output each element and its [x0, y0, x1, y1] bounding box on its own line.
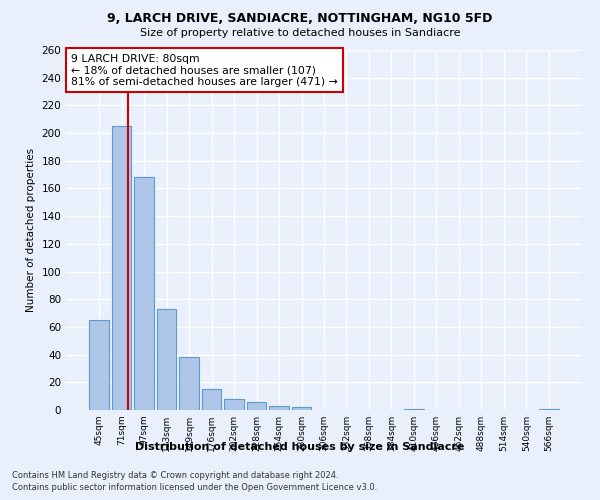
- Bar: [404, 408, 424, 410]
- Bar: [179, 358, 199, 410]
- Bar: [292, 407, 311, 410]
- Text: Contains public sector information licensed under the Open Government Licence v3: Contains public sector information licen…: [12, 484, 377, 492]
- Bar: [202, 389, 221, 410]
- Bar: [157, 309, 176, 410]
- Text: 9, LARCH DRIVE, SANDIACRE, NOTTINGHAM, NG10 5FD: 9, LARCH DRIVE, SANDIACRE, NOTTINGHAM, N…: [107, 12, 493, 26]
- Bar: [224, 399, 244, 410]
- Bar: [247, 402, 266, 410]
- Bar: [269, 406, 289, 410]
- Bar: [112, 126, 131, 410]
- Y-axis label: Number of detached properties: Number of detached properties: [26, 148, 36, 312]
- Bar: [89, 320, 109, 410]
- Text: Contains HM Land Registry data © Crown copyright and database right 2024.: Contains HM Land Registry data © Crown c…: [12, 471, 338, 480]
- Text: 9 LARCH DRIVE: 80sqm
← 18% of detached houses are smaller (107)
81% of semi-deta: 9 LARCH DRIVE: 80sqm ← 18% of detached h…: [71, 54, 338, 87]
- Text: Distribution of detached houses by size in Sandiacre: Distribution of detached houses by size …: [136, 442, 464, 452]
- Bar: [539, 408, 559, 410]
- Text: Size of property relative to detached houses in Sandiacre: Size of property relative to detached ho…: [140, 28, 460, 38]
- Bar: [134, 178, 154, 410]
